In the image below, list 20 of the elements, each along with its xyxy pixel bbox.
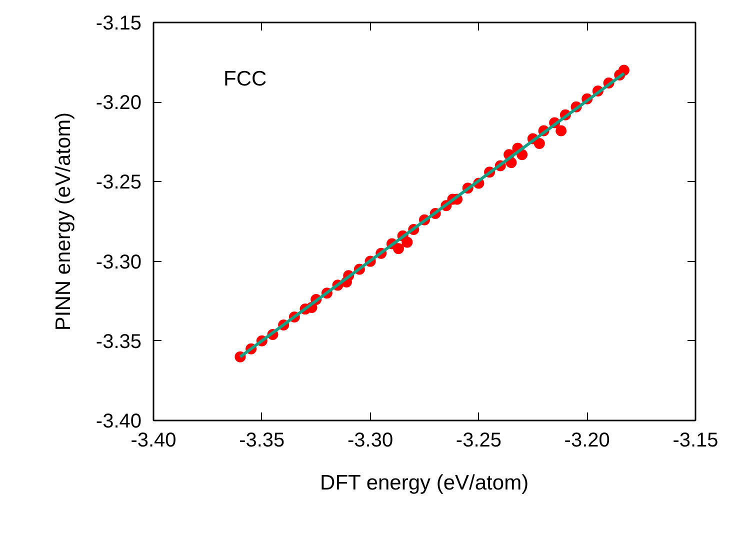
y-axis-title: PINN energy (eV/atom) — [52, 112, 75, 331]
point — [534, 138, 545, 149]
y-tick-label: -3.20 — [96, 92, 142, 114]
y-tick-label: -3.30 — [96, 251, 142, 274]
x-tick-label: -3.35 — [239, 430, 285, 452]
annotation: FCC — [224, 68, 267, 90]
x-tick-label: -3.30 — [348, 430, 394, 452]
point — [556, 125, 567, 136]
point — [402, 236, 413, 248]
y-tick-label: -3.35 — [96, 330, 142, 353]
x-tick-label: -3.20 — [564, 430, 610, 452]
y-tick-label: -3.40 — [96, 410, 142, 432]
x-tick-label: -3.25 — [456, 430, 502, 452]
x-axis-title: DFT energy (eV/atom) — [320, 472, 529, 494]
x-tick-label: -3.15 — [672, 430, 718, 452]
point — [618, 64, 630, 76]
y-tick-label: -3.25 — [96, 172, 142, 194]
x-tick-label: -3.40 — [130, 430, 176, 452]
y-tick-label: -3.15 — [96, 12, 142, 34]
point — [392, 243, 404, 254]
